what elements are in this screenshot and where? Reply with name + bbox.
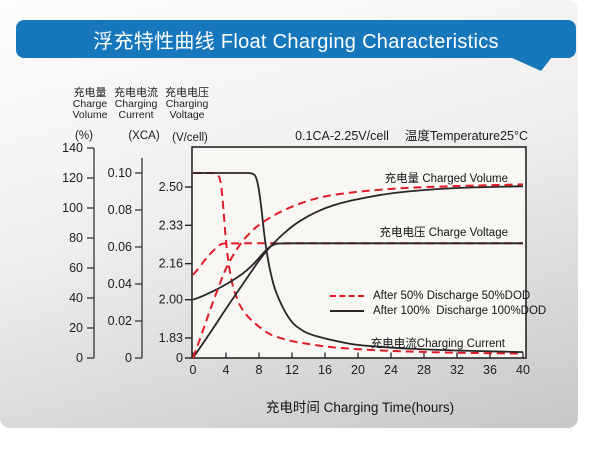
xca-tick-label: 0.04 [108,277,132,291]
vcell-tick-label: 1.83 [159,331,183,345]
vcell-tick-label: 2.50 [159,180,183,194]
x-tick-label: 20 [351,363,365,377]
x-tick-label: 16 [318,363,332,377]
legend-item-100dod: After 100% Discharge 100%DOD [330,303,546,318]
x-tick-label: 12 [285,363,299,377]
xca-tick-label: 0.02 [108,314,132,328]
percent-tick-label: 140 [62,141,83,155]
axis-header-charge-volume: 充电量 Charge Volume [72,87,108,121]
percent-tick-label: 60 [69,261,83,275]
chart-card: 浮充特性曲线 Float Charging Characteristics 充电… [0,0,578,428]
plot-area [191,146,527,359]
curve-label-charge-voltage: 充电电压 Charge Voltage [379,227,508,239]
x-tick-label: 8 [256,363,263,377]
series-volume-50dod [192,183,524,359]
vcell-tick-label: 2.33 [159,218,183,232]
title-banner: 浮充特性曲线 Float Charging Characteristics [16,20,576,58]
series-current-100dod [193,172,524,353]
x-tick-label: 36 [483,363,497,377]
curve-label-charged-volume: 充电量 Charged Volume [384,173,508,185]
page-title: 浮充特性曲线 Float Charging Characteristics [93,30,499,53]
legend-item-50dod: After 50% Discharge 50%DOD [330,288,546,303]
xca-tick-label: 0 [125,351,132,365]
x-tick-label: 32 [450,363,464,377]
condition-note: 0.1CA-2.25V/cell 温度Temperature25°C [295,129,528,143]
x-tick-label: 24 [384,363,398,377]
dashed-line-swatch-icon [330,294,364,297]
series-current-50dod [193,172,524,355]
percent-tick-label: 100 [62,201,83,215]
xca-tick-label: 0.10 [108,166,132,180]
vcell-tick-label: 2.00 [159,293,183,307]
x-axis-title: 充电时间 Charging Time(hours) [265,400,455,415]
percent-tick-label: 0 [76,351,83,365]
solid-line-swatch-icon [330,309,364,312]
percent-tick-label: 80 [69,231,83,245]
banner-tail-icon [510,57,552,71]
chart-legend: After 50% Discharge 50%DOD After 100% Di… [330,288,546,318]
x-tick-label: 0 [190,363,197,377]
unit-xca: (XCA) [128,130,160,142]
xca-tick-label: 0.08 [108,203,132,217]
vcell-tick-label: 2.16 [159,257,183,271]
x-tick-label: 4 [223,363,230,377]
series-volume-100dod [192,185,524,359]
xca-tick-label: 0.06 [108,240,132,254]
x-tick-label: 28 [417,363,431,377]
vcell-tick-label: 0 [176,351,183,365]
x-tick-label: 40 [516,363,530,377]
chart-canvas: 02040608010012014000.020.040.060.080.100… [62,141,530,377]
percent-tick-label: 40 [69,291,83,305]
percent-tick-label: 20 [69,321,83,335]
axis-header-charging-voltage: 充电电压 Charging Voltage [165,87,209,121]
percent-tick-label: 120 [62,171,83,185]
axis-header-charging-current: 充电电流 Charging Current [114,87,158,121]
curve-label-charging-current: 充电电流Charging Current [370,338,505,350]
unit-percent: (%) [75,130,93,142]
unit-vcell: (V/cell) [172,132,208,144]
